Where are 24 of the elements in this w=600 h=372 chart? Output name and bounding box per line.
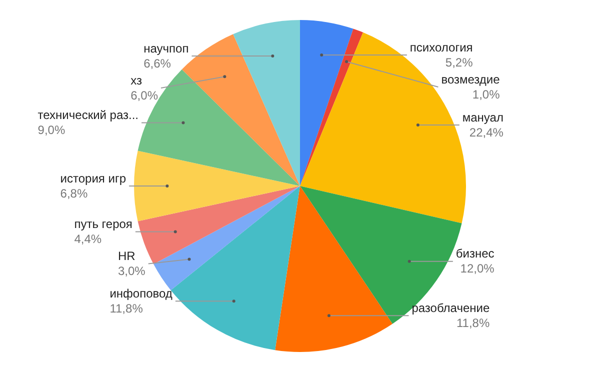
data-label: 1,0% [472, 87, 500, 102]
slice-label: возмездие [441, 72, 500, 86]
data-label: 11,8% [110, 301, 144, 316]
data-label: 5,2% [445, 55, 474, 70]
slice-label: хз [130, 73, 142, 88]
data-label: 9,0% [38, 123, 66, 138]
slice-label: научпоп [144, 41, 189, 56]
slice-label: мануал [462, 110, 504, 124]
data-label: 4,4% [74, 232, 102, 246]
data-label: 11,8% [456, 316, 490, 330]
data-label: 3,0% [118, 264, 146, 278]
data-label: 12,0% [460, 262, 495, 276]
slice-label: история игр [60, 171, 126, 186]
data-label: 6,6% [144, 56, 172, 70]
slice-label: путь героя [74, 217, 132, 232]
data-label: 22,4% [469, 125, 504, 140]
slice-label: бизнес [456, 246, 494, 261]
slice-label: разоблачение [412, 300, 490, 315]
data-label: 6,8% [60, 186, 88, 200]
slice-label: HR [118, 249, 136, 264]
slice-label: технический раз... [38, 108, 139, 122]
slice-label: психология [410, 40, 473, 54]
slice-label: инфоповод [110, 286, 172, 300]
data-label: 6,0% [130, 88, 158, 102]
